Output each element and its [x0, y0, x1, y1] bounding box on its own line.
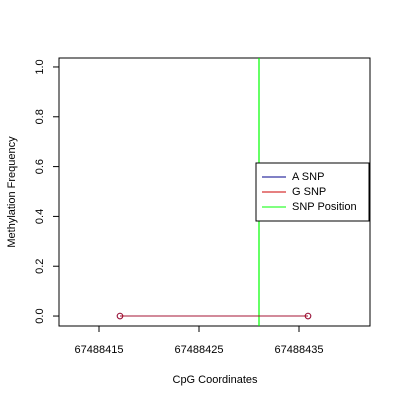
x-axis-label: CpG Coordinates	[173, 374, 258, 386]
data-point	[304, 312, 312, 320]
y-tick-label: 0.4	[34, 209, 46, 224]
x-tick-label: 67488415	[75, 344, 124, 356]
x-tick-label: 67488435	[275, 344, 324, 356]
y-tick-label: 0.0	[34, 308, 46, 323]
legend-label: A SNP	[292, 171, 324, 183]
x-tick-label: 67488425	[175, 344, 224, 356]
data-point	[116, 312, 124, 320]
plot-frame	[58, 57, 371, 327]
y-tick-label: 0.2	[34, 259, 46, 274]
y-tick-label: 0.6	[34, 159, 46, 174]
legend-label: SNP Position	[292, 201, 357, 213]
y-tick-label: 1.0	[34, 59, 46, 74]
legend-box	[255, 162, 370, 222]
legend-label: G SNP	[292, 186, 326, 198]
y-axis-label: Methylation Frequency	[6, 136, 18, 248]
y-tick-label: 0.8	[34, 109, 46, 124]
